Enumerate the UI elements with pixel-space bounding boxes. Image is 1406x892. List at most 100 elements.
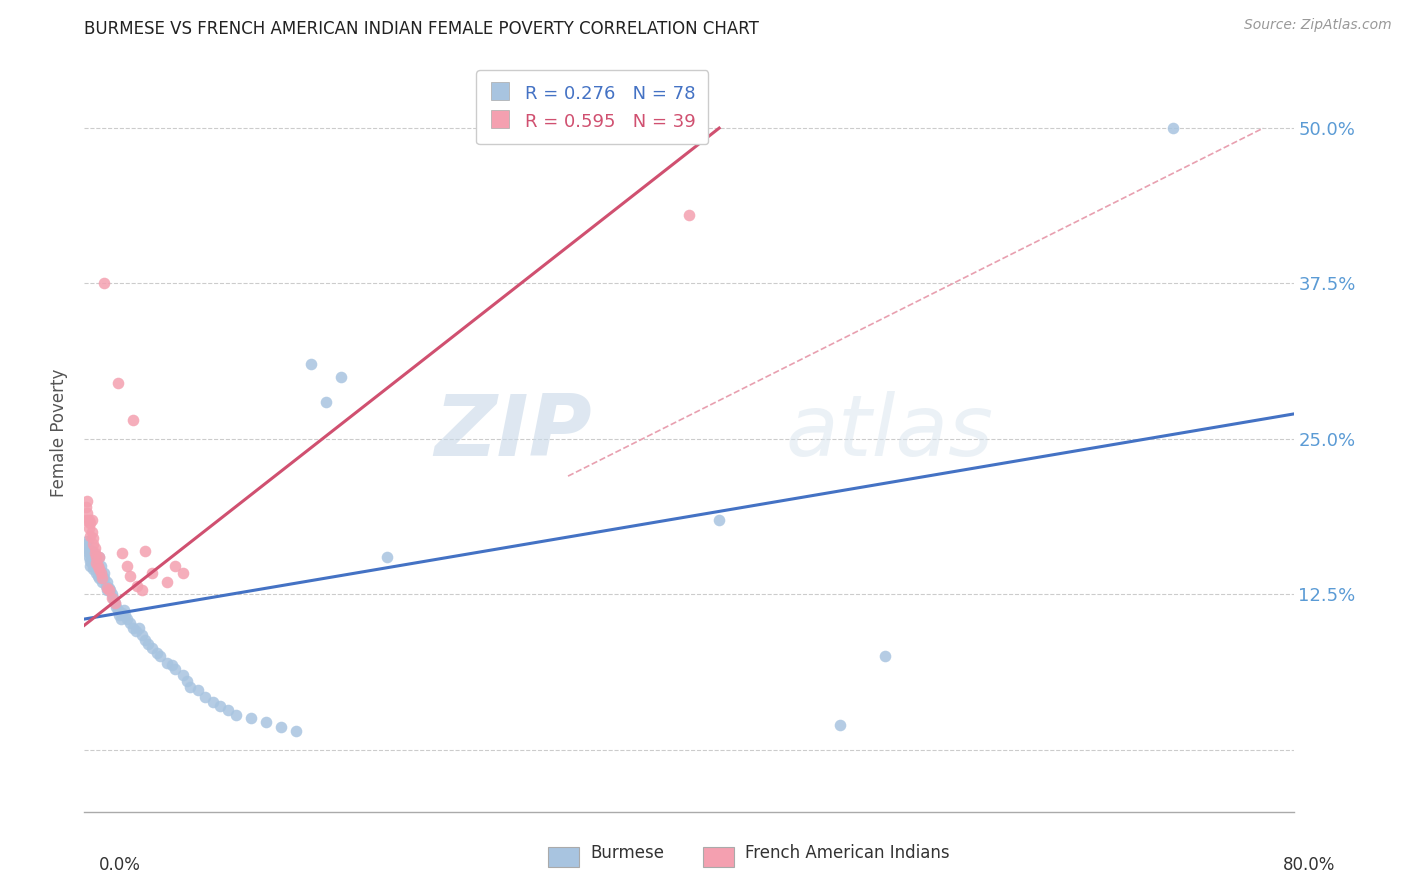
Point [299,357,322,371]
Point [111,606,134,620]
Point [90,566,112,580]
Point [80,549,103,564]
Point [100,591,122,605]
Point [79,516,101,531]
Point [315,394,337,409]
Point [80,543,103,558]
Point [172,668,194,682]
Point [97,581,120,595]
Point [82,546,104,560]
Point [90,566,112,580]
Point [82,537,104,551]
Point [76,541,98,556]
Point [830,717,852,731]
Y-axis label: Female Poverty: Female Poverty [51,368,69,497]
Point [90,558,112,573]
Point [91,574,114,589]
Point [84,546,107,560]
Point [678,208,700,222]
Text: Burmese: Burmese [591,844,665,862]
Point [104,596,127,610]
Point [201,695,224,709]
Point [375,549,398,564]
Point [187,682,209,697]
Point [76,507,98,521]
Point [86,549,108,564]
Point [87,558,110,573]
Point [91,571,114,585]
Point [107,376,129,390]
Point [89,549,111,564]
Point [89,562,111,576]
Point [86,556,108,570]
Point [75,500,97,515]
Point [254,715,277,730]
Point [84,549,107,564]
Point [118,615,141,630]
Point [105,599,128,614]
Point [131,628,153,642]
Point [77,549,100,564]
Point [176,674,198,689]
Point [125,624,148,639]
Point [194,690,217,705]
Point [84,558,107,573]
Point [107,603,129,617]
Point [1161,121,1184,136]
Point [127,578,149,592]
Point [101,591,124,605]
Point [76,494,98,508]
Point [77,546,100,560]
Point [91,568,114,582]
Point [77,513,100,527]
Point [110,612,132,626]
Point [112,603,135,617]
Point [111,546,134,560]
Point [76,533,98,548]
Point [75,513,97,527]
Point [121,413,143,427]
Point [146,646,169,660]
Point [82,531,104,545]
Point [134,633,156,648]
Point [285,723,308,738]
Point [96,581,118,595]
Point [136,637,159,651]
Point [160,658,183,673]
Point [270,720,292,734]
Point [75,537,97,551]
Point [79,558,101,573]
Point [108,608,131,623]
Point [330,369,353,384]
Point [225,707,247,722]
Point [97,583,120,598]
Point [141,640,163,655]
Point [77,521,100,535]
Point [79,529,101,543]
Point [121,621,143,635]
Point [209,699,232,714]
Text: ZIP: ZIP [434,391,592,475]
Point [118,568,141,582]
Point [709,513,731,527]
Point [115,558,138,573]
Text: 0.0%: 0.0% [98,856,141,874]
Point [80,513,103,527]
Point [172,566,194,580]
Text: Source: ZipAtlas.com: Source: ZipAtlas.com [1244,18,1392,32]
Point [104,596,127,610]
Text: French American Indians: French American Indians [745,844,950,862]
Point [82,562,104,576]
Point [114,608,136,623]
Point [80,556,103,570]
Point [87,558,110,573]
Point [84,541,107,556]
Point [156,656,179,670]
Point [875,649,897,664]
Point [87,568,110,582]
Point [239,711,262,725]
Point [115,612,138,626]
Point [165,662,187,676]
Point [77,543,100,558]
Text: atlas: atlas [786,391,994,475]
